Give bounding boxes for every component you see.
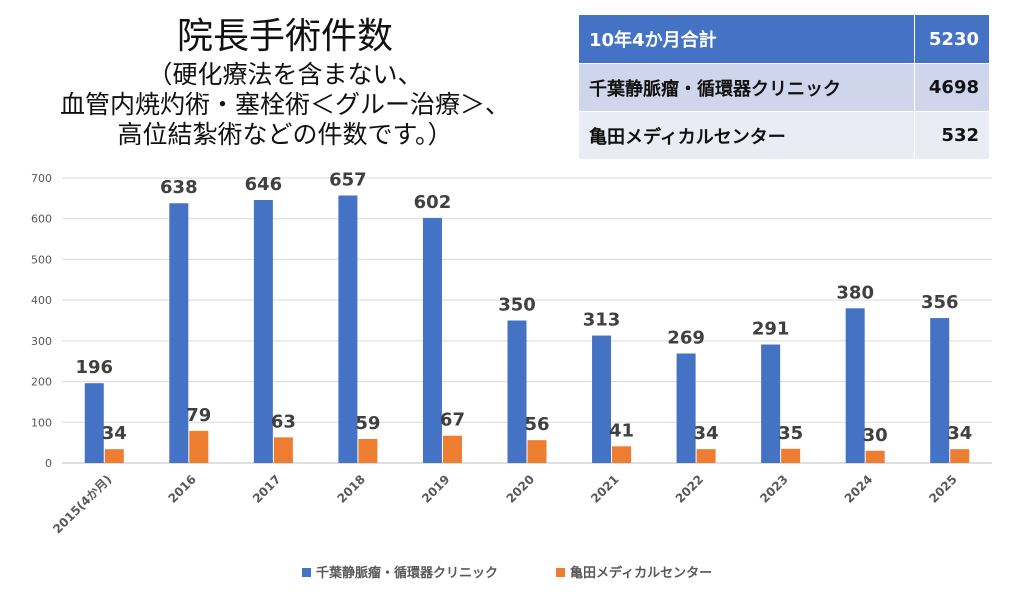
x-tick-label: 2015(4か月) [50,472,114,536]
data-label: 67 [440,410,465,431]
y-tick-label: 600 [31,213,52,226]
summary-table: 10年4か月合計 5230 千葉静脈瘤・循環器クリニック 4698 亀田メディカ… [578,14,990,160]
data-label: 34 [947,423,972,444]
summary-header-value: 5230 [914,14,990,64]
data-label: 79 [186,405,211,426]
bar-series2 [950,449,970,463]
bar-series2 [696,449,716,463]
data-label: 646 [245,174,283,195]
data-label: 350 [498,295,536,316]
x-tick-label: 2022 [673,472,707,506]
x-tick-label: 2019 [419,472,453,506]
bar-series2 [104,449,124,463]
bar-series1 [422,217,442,463]
y-tick-label: 400 [31,294,52,307]
chart-title-block: 院長手術件数 （硬化療法を含まない、 血管内焼灼術・塞栓術＜グルー治療＞、 高位… [0,14,570,150]
bar-series1 [676,353,696,463]
legend-label: 千葉静脈瘤・循環器クリニック [316,565,498,581]
bar-series1 [761,344,781,463]
data-label: 63 [271,411,296,432]
summary-row-label: 千葉静脈瘤・循環器クリニック [578,63,915,112]
data-label: 269 [667,327,705,348]
data-label: 196 [75,357,113,378]
chart-subtitle-line-3: 高位結紮術などの件数です。） [117,120,453,149]
y-tick-label: 300 [31,335,52,348]
bar-series1 [592,335,612,463]
bar-series2 [358,438,378,463]
chart-title: 院長手術件数 [176,16,393,57]
summary-row-value: 4698 [914,63,990,112]
bar-series2 [865,450,885,463]
data-label: 56 [524,414,549,435]
bar-series2 [781,448,801,463]
x-tick-label: 2018 [335,472,369,506]
legend-swatch [302,568,311,577]
data-label: 380 [836,282,874,303]
chart-subtitle-line-2: 血管内焼灼術・塞栓術＜グルー治療＞、 [59,90,510,119]
bar-series2 [273,437,293,463]
x-tick-label: 2017 [250,472,284,506]
bar-series1 [253,199,273,463]
x-tick-label: 2020 [504,472,538,506]
y-tick-label: 200 [31,376,52,389]
y-tick-label: 500 [31,253,52,266]
data-label: 356 [921,292,959,313]
bar-series2 [612,446,632,463]
data-label: 657 [329,170,367,191]
summary-header-label: 10年4か月合計 [578,14,915,64]
x-tick-label: 2024 [842,472,876,506]
bar-series1 [338,195,358,463]
summary-row: 亀田メディカルセンター 532 [578,111,990,160]
bar-series2 [189,430,209,463]
bar-series1 [930,318,950,463]
legend-label: 亀田メディカルセンター [570,565,712,581]
bar-series1 [169,203,189,463]
summary-row-label: 亀田メディカルセンター [578,111,915,160]
data-label: 34 [102,423,127,444]
bar-series2 [527,440,547,463]
y-tick-label: 0 [45,457,52,470]
data-label: 602 [414,192,452,213]
summary-header-row: 10年4か月合計 5230 [578,14,990,64]
x-tick-label: 2016 [165,472,199,506]
x-tick-label: 2025 [926,472,960,506]
summary-row: 千葉静脈瘤・循環器クリニック 4698 [578,63,990,112]
legend-swatch [556,568,565,577]
summary-row-value: 532 [914,111,990,160]
x-tick-label: 2021 [588,472,622,506]
data-label: 59 [355,413,380,434]
bar-series1 [507,320,527,463]
data-label: 35 [778,423,803,444]
x-tick-label: 2023 [757,472,791,506]
data-label: 41 [609,420,634,441]
y-tick-label: 700 [31,172,52,185]
data-label: 638 [160,177,198,198]
data-label: 313 [583,310,621,331]
chart-subtitle-line-1: （硬化療法を含まない、 [147,60,423,89]
bar-series1 [84,383,104,463]
bar-series1 [845,308,865,463]
data-label: 30 [863,425,888,446]
bar-series2 [442,435,462,463]
data-label: 34 [694,423,719,444]
y-tick-label: 100 [31,416,52,429]
data-label: 291 [752,319,790,340]
